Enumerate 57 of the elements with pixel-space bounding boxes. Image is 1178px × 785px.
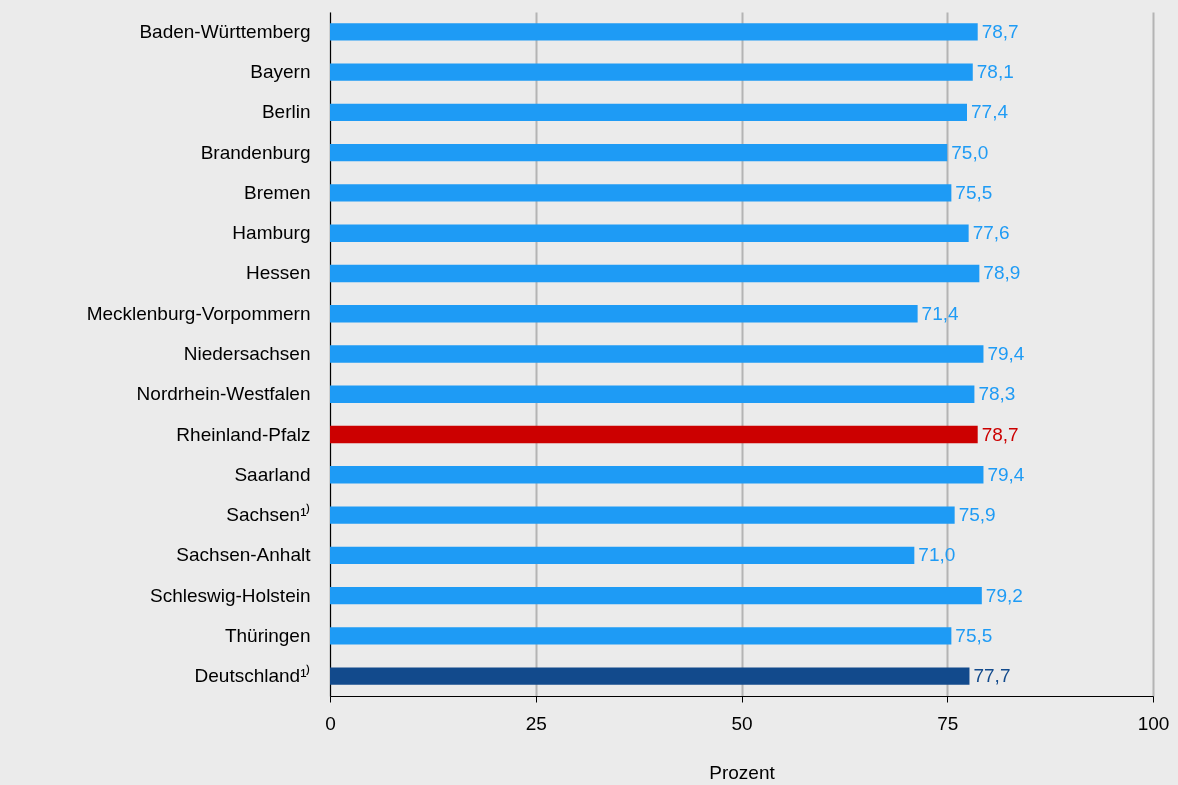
bar — [330, 586, 982, 605]
y-tick-label: Schleswig-Holstein — [149, 584, 311, 606]
data-label: 77,6 — [972, 222, 1010, 244]
data-label: 75,5 — [955, 624, 993, 646]
x-tick-label: 100 — [1137, 712, 1170, 734]
data-label: 78,9 — [983, 262, 1021, 284]
bar — [330, 144, 948, 162]
x-tick-label: 50 — [731, 712, 753, 734]
data-label: 77,4 — [971, 101, 1009, 123]
y-tick-label: Baden-Württemberg — [139, 20, 311, 42]
y-tick-label: Hamburg — [232, 222, 311, 244]
bar — [330, 385, 975, 403]
y-tick-label: Niedersachsen — [183, 343, 311, 364]
data-label: 79,4 — [987, 463, 1025, 485]
bar — [330, 184, 952, 202]
y-tick-label: Mecklenburg-Vorpommern — [86, 302, 311, 324]
bar — [330, 264, 980, 283]
x-tick-label: 75 — [937, 712, 959, 734]
data-label: 75,5 — [955, 181, 993, 203]
data-label: 71,0 — [918, 544, 956, 566]
data-label: 75,0 — [951, 141, 989, 163]
y-tick-label: Berlin — [261, 101, 311, 123]
bar — [330, 627, 952, 645]
data-label: 75,9 — [958, 504, 996, 526]
bar — [330, 305, 918, 323]
bar — [330, 345, 984, 363]
y-tick-label: Bayern — [250, 61, 311, 83]
x-tick-label: 25 — [525, 712, 547, 734]
bar — [330, 63, 973, 81]
data-label: 78,1 — [976, 61, 1014, 83]
y-tick-label: Bremen — [243, 181, 311, 203]
bar — [330, 506, 955, 524]
y-tick-label: Nordrhein-Westfalen — [136, 383, 311, 405]
bar — [330, 546, 915, 564]
data-label: 78,3 — [978, 383, 1016, 405]
x-tick-label: 0 — [325, 712, 336, 734]
data-label: 78,7 — [981, 423, 1019, 445]
data-label: 77,7 — [973, 665, 1011, 687]
bar — [330, 23, 978, 41]
y-tick-label: Saarland — [234, 463, 311, 485]
data-label: 78,7 — [981, 20, 1019, 42]
bar — [330, 425, 978, 444]
x-axis-title: Prozent — [709, 761, 776, 783]
data-label: 79,2 — [985, 584, 1023, 606]
data-label: 71,4 — [921, 302, 960, 324]
y-tick-label: Brandenburg — [200, 141, 311, 163]
bar — [330, 667, 970, 685]
bar — [330, 466, 984, 484]
y-tick-label: Sachsen¹⁾ — [226, 503, 311, 526]
y-tick-label: Deutschland¹⁾ — [194, 664, 311, 687]
y-tick-label: Hessen — [246, 262, 311, 284]
data-label: 79,4 — [987, 343, 1025, 364]
bar — [330, 224, 969, 242]
bar — [330, 103, 967, 122]
y-tick-label: Thüringen — [224, 624, 311, 646]
y-tick-label: Rheinland-Pfalz — [176, 423, 311, 445]
y-tick-label: Sachsen-Anhalt — [176, 544, 312, 566]
